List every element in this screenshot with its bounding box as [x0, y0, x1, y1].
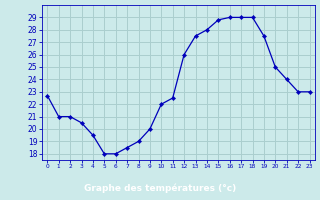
Text: Graphe des températures (°c): Graphe des températures (°c)	[84, 184, 236, 193]
